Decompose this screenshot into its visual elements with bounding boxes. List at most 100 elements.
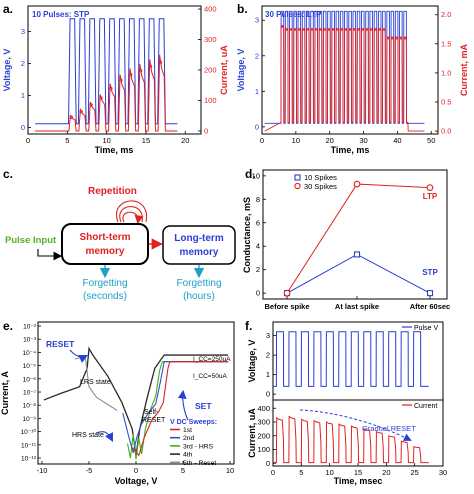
y-tick-label: 1 (21, 91, 25, 100)
current-peak-marker (128, 73, 133, 77)
y-tick-label: 10⁻³ (23, 337, 37, 344)
panel-b-letter: b. (237, 2, 248, 16)
current-pulse-marker (331, 27, 335, 31)
panel-b-plot (264, 10, 425, 132)
current-pulse-marker (297, 27, 301, 31)
y-tick-label: 400 (204, 5, 217, 14)
y-tick-label: 2 (266, 351, 270, 360)
forget1-line1: Forgetting (82, 278, 127, 289)
legend-label: 5th - Reset (183, 460, 216, 467)
y-tick-label: 0 (256, 289, 260, 298)
x-tick-label: 0 (260, 136, 264, 145)
current-pulse-marker (340, 27, 343, 31)
panel-f-yticks-top: 0 1 2 3 (266, 331, 276, 399)
y-tick-label: 10⁻² (23, 324, 37, 331)
current-pulse-marker (289, 27, 293, 31)
current-trace (264, 25, 425, 132)
x-tick-label: 40 (393, 136, 401, 145)
panel-f-xlabel: Time, msec (334, 476, 383, 486)
legend-10-spikes-label: 10 Spikes (304, 173, 337, 182)
voltage-trace (35, 18, 178, 125)
y-tick-label: 10⁻⁵ (23, 363, 37, 370)
y-tick-label: 2 (256, 265, 260, 274)
stp-label: STP (422, 268, 438, 277)
current-pulse-marker (373, 27, 377, 31)
x-tick-label: 10 (292, 136, 300, 145)
y-tick-label: 10⁻⁶ (23, 376, 37, 383)
panel-a-xlabel: Time, ms (95, 145, 134, 155)
y-tick-label: 0 (266, 459, 270, 468)
y-tick-label: 10⁻⁷ (23, 390, 37, 397)
panel-b-xlabel: Time, ms (331, 145, 370, 155)
stm-line1: Short-term (79, 232, 130, 243)
x-tick-label: 20 (181, 136, 189, 145)
y-tick-label: 10⁻⁹ (23, 416, 37, 423)
panel-d-letter: d. (245, 167, 256, 181)
y-tick-label: 8 (256, 195, 260, 204)
y-tick-label: 0 (266, 390, 270, 399)
panel-d: d. 0 2 4 6 8 10 Before spike At last spike Afte… (242, 167, 450, 311)
x-tick-label: 10 (102, 136, 110, 145)
y-tick-label: 10⁻¹¹ (21, 442, 37, 449)
panel-b-frame (261, 5, 439, 135)
y-tick-label: 1 (266, 370, 270, 379)
hrs-label: HRS state (72, 432, 104, 439)
x-tick-label: 30 (439, 468, 447, 477)
y-tick-label: 100 (204, 96, 217, 105)
current-peak-marker (89, 103, 93, 107)
y-tick-label: 6 (256, 218, 260, 227)
x-tick-label: -10 (37, 466, 48, 475)
current-trace (273, 415, 429, 464)
icc-50-label: I_CC=50uA (193, 373, 227, 380)
y-tick-label: 10⁻¹² (21, 456, 37, 463)
panel-e-ylabel: Current, A (0, 371, 10, 415)
panel-b-yticks-left: 0 1 2 3 (255, 16, 265, 131)
current-pulse-marker (348, 27, 352, 31)
panel-a-ylabel-left: Voltage, V (2, 49, 12, 92)
x-tick-label: -5 (86, 466, 93, 475)
y-tick-label: 10 (252, 171, 260, 180)
y-tick-label: 1.5 (441, 39, 451, 48)
lrs-label: LRS state (80, 379, 111, 386)
panel-b-xticks: 0 10 20 30 40 50 (260, 131, 435, 145)
panel-e: e. -10 -5 0 5 10 10⁻¹² 10⁻¹¹ 10⁻¹⁰ 10⁻⁹ 10⁻⁸ 10⁻⁷… (0, 319, 235, 486)
ltp-label: LTP (423, 192, 438, 201)
legend-label: 3rd - HRS (183, 443, 214, 450)
panel-a-yticks-right: 0 100 200 300 400 (198, 5, 217, 135)
repetition-loops (115, 200, 148, 225)
y-tick-label: 2 (21, 59, 25, 68)
legend-title: V DC Sweeps: (170, 419, 217, 426)
panel-e-xlabel: Voltage, V (115, 476, 158, 486)
legend-label: 2nd (183, 435, 195, 442)
repetition-label: Repetition (88, 186, 137, 197)
panel-f-xticks: 0 5 10 15 20 25 30 (271, 463, 447, 477)
panel-a-inset: 10 Pulses: STP (32, 10, 90, 19)
legend-30-spikes-marker (294, 182, 301, 190)
current-pulse-marker (327, 27, 331, 31)
stm-line2: memory (86, 246, 125, 257)
panel-d-yticks: 0 2 4 6 8 10 (252, 171, 266, 298)
y-tick-label: 10⁻⁴ (23, 350, 37, 357)
panel-f-yticks-bottom: 0 100 200 300 400 (257, 404, 276, 468)
current-pulse-marker (306, 27, 310, 31)
panel-c: c. Repetition Pulse Input Short-term mem… (3, 167, 236, 302)
x-tick-label: 5 (181, 466, 185, 475)
current-pulse-marker (310, 27, 314, 31)
y-tick-label: 4 (256, 242, 260, 251)
panel-d-frame (262, 169, 448, 300)
current-pulse-marker (293, 27, 297, 31)
panel-b-ylabel-left: Voltage, V (236, 49, 246, 92)
current-pulse-marker (382, 27, 386, 31)
point-10-spikes (353, 251, 361, 258)
current-peak-marker (158, 60, 163, 65)
current-peak-marker (138, 68, 143, 73)
y-tick-label: 3 (21, 27, 25, 36)
y-tick-label: 200 (257, 431, 270, 440)
long-term-memory-box (162, 225, 236, 265)
current-pulse-marker (302, 27, 305, 31)
y-tick-label: 100 (257, 445, 270, 454)
panel-f-ylabel-top: Voltage, V (247, 340, 257, 383)
panel-d-plot (283, 180, 434, 297)
